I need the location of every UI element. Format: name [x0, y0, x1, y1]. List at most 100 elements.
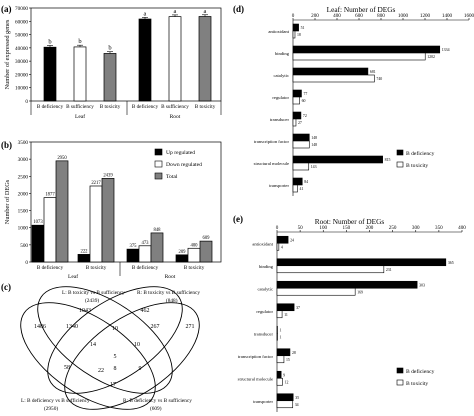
y-tick-label: 30000 [15, 59, 28, 65]
legend-label: B toxicity [406, 381, 428, 387]
x-tick-label: 800 [377, 13, 385, 19]
venn-count: 58 [64, 365, 70, 371]
category-label: antioxidant [268, 29, 289, 34]
venn-set-label-4: R: B deficiency vs B sufficiency [123, 397, 192, 404]
data-label: 1202 [427, 55, 435, 59]
bar [77, 254, 91, 263]
category-label: B toxicity [195, 104, 216, 110]
x-tick-label: 400 [333, 13, 341, 19]
venn-set-label-3: L: B deficiency vs B sufficiency [21, 397, 90, 404]
panel-label-a: (a) [1, 4, 12, 14]
venn-set-count-2: (848) [166, 297, 178, 304]
category-label: transducer [270, 117, 290, 122]
category-label: catalytic [257, 286, 273, 291]
bar [276, 355, 285, 364]
legend-label: B deficiency [406, 368, 435, 375]
legend-swatch [154, 148, 163, 156]
data-label: 815 [385, 158, 391, 162]
bar [276, 280, 418, 289]
data-label: 77 [303, 92, 307, 96]
y-tick-label: 1000 [18, 226, 29, 232]
data-label: 169 [357, 290, 363, 294]
venn-count: 10 [112, 326, 118, 332]
y-tick-label: 500 [20, 243, 28, 249]
data-label: 2950 [57, 156, 67, 161]
significance-letter: b [108, 45, 111, 52]
data-label: 60 [302, 99, 306, 103]
bar [187, 247, 201, 263]
data-label: 681 [370, 70, 376, 74]
category-label: regulator [272, 95, 289, 100]
data-label: 2217 [91, 181, 101, 186]
bar [276, 370, 282, 379]
bar [138, 245, 152, 263]
data-label: 9 [283, 373, 285, 377]
bar [292, 184, 298, 193]
bar [292, 118, 297, 127]
data-label: 51 [301, 26, 305, 30]
chart-title: Leaf: Number of DEGs [327, 5, 396, 14]
category-label: antioxidant [252, 241, 273, 246]
panel-e-chart: Root: Number of DEGs 0 50 100 150 200 250 300 35… [238, 217, 466, 412]
bar [199, 240, 213, 263]
data-label: 148 [311, 136, 317, 140]
panel-c-venn: L: B toxicity vs B sufficiency (2439) R:… [20, 286, 200, 412]
venn-count: 22 [98, 368, 104, 374]
bar [292, 89, 302, 98]
bar [276, 377, 283, 386]
plot-frame [30, 7, 222, 102]
legend-swatch [154, 172, 163, 180]
significance-letter: a [144, 10, 147, 17]
legend-swatch [396, 149, 404, 156]
data-label: 375 [129, 244, 137, 249]
data-label: 740 [376, 77, 382, 81]
y-tick-label: 50000 [15, 33, 28, 39]
venn-ellipse-4 [64, 302, 200, 410]
venn-count: 14 [90, 342, 96, 348]
data-label: 1 [279, 328, 281, 332]
data-label: 1334 [442, 48, 450, 52]
venn-count: 1486 [34, 324, 46, 330]
bar [292, 74, 375, 83]
legend-swatch [396, 367, 404, 374]
group-label: Leaf [75, 113, 85, 120]
category-label: B toxicity [184, 265, 205, 271]
data-label: 27 [298, 121, 302, 125]
bar [292, 67, 369, 76]
bar [73, 46, 87, 102]
data-label: 11 [284, 313, 288, 317]
bar [175, 254, 189, 263]
bar [276, 258, 447, 267]
category-label: transporter [253, 399, 273, 404]
bar [292, 162, 310, 171]
y-tick-label: 40000 [15, 46, 28, 52]
data-label: 2439 [103, 173, 113, 178]
bar [292, 30, 296, 39]
legend-swatch [396, 161, 404, 168]
y-tick-label: 10000 [15, 86, 28, 92]
category-label: B sufficiency [161, 103, 189, 110]
bar [103, 53, 117, 102]
data-label: 1877 [45, 193, 55, 198]
significance-letter: a [204, 8, 207, 15]
category-label: binding [275, 51, 290, 56]
x-tick-label: 1200 [420, 13, 431, 19]
data-label: 143 [311, 165, 317, 169]
x-tick-label: 50 [298, 225, 304, 231]
venn-count: 17 [110, 382, 116, 388]
panel-b-chart: 0 500 1000 1500 2000 2500 3000 3500 Number of DE… [4, 140, 222, 280]
legend-swatch [396, 379, 404, 386]
bar [292, 52, 426, 61]
x-tick-label: 200 [311, 13, 319, 19]
y-tick-label: 1500 [18, 209, 29, 215]
bar [276, 287, 356, 296]
bar [292, 45, 441, 54]
venn-count: 10 [134, 342, 140, 348]
bar [43, 197, 57, 263]
data-label: 24 [290, 238, 294, 242]
data-label: 28 [292, 351, 296, 355]
bar [55, 160, 69, 263]
bar [43, 46, 57, 102]
y-tick-label: 0 [25, 260, 28, 266]
legend-swatch [154, 160, 163, 168]
